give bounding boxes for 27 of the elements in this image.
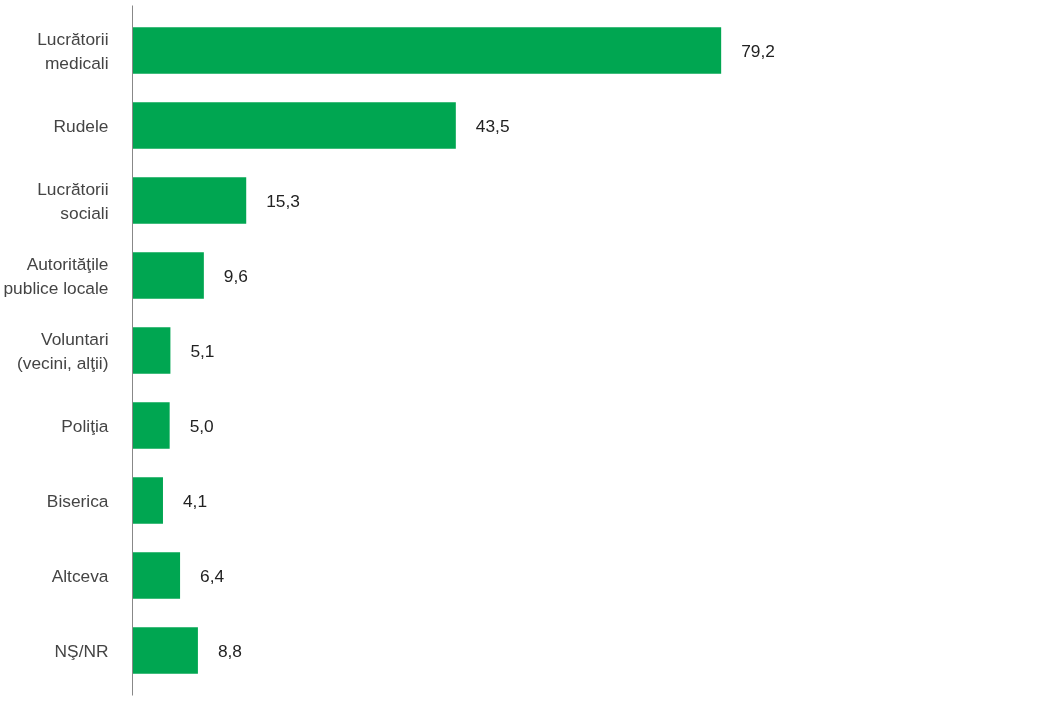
bar <box>132 477 163 524</box>
bar <box>132 402 170 449</box>
y-tick-label: Biserica <box>46 490 109 511</box>
bar <box>132 552 181 599</box>
bar <box>132 252 204 299</box>
bar <box>132 177 247 224</box>
data-label: 79,2 <box>741 40 775 61</box>
y-tick-label: Poliţia <box>61 415 109 436</box>
y-tick-label: Lucrătorii medicali <box>37 28 109 73</box>
data-label: 8,8 <box>217 640 242 661</box>
data-label: 9,6 <box>223 265 248 286</box>
data-label: 43,5 <box>475 115 510 136</box>
data-label: 4,1 <box>182 490 208 511</box>
data-label: 5,1 <box>190 340 215 361</box>
y-tick-label: Rudele <box>53 115 109 136</box>
bar <box>132 627 198 674</box>
data-label: 5,0 <box>189 415 214 436</box>
y-tick-label: Altceva <box>51 565 109 586</box>
data-label: 15,3 <box>266 190 300 211</box>
y-tick-label: NŞ/NR <box>54 640 109 661</box>
bar <box>132 327 171 374</box>
bar <box>132 102 456 149</box>
y-tick-label: Autorităţile publice locale <box>3 253 109 298</box>
bar <box>132 27 722 74</box>
y-tick-label: Lucrătorii sociali <box>37 178 109 223</box>
data-label: 6,4 <box>200 565 225 586</box>
y-tick-label: Voluntari (vecini, alţii) <box>17 328 109 373</box>
